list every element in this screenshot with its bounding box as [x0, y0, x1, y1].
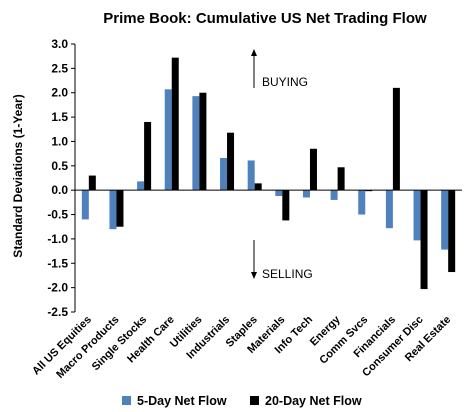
y-tick-label: 1.0: [51, 134, 68, 148]
legend-label-0: 5-Day Net Flow: [137, 394, 227, 408]
y-tick-label: -2.0: [47, 281, 68, 295]
buying-label: BUYING: [262, 75, 308, 89]
bar-5day-2: [137, 181, 145, 191]
y-tick-label: 3.0: [51, 37, 68, 51]
bar-20day-6: [254, 183, 262, 191]
bar-5day-7: [275, 190, 283, 197]
y-tick-label: -1.0: [47, 232, 68, 246]
bar-20day-3: [171, 57, 179, 191]
bar-20day-13: [448, 190, 456, 273]
bars: [81, 57, 456, 290]
bar-5day-11: [385, 190, 393, 229]
bar-20day-0: [88, 175, 96, 191]
bar-20day-5: [227, 132, 235, 191]
legend-swatch-1: [250, 396, 259, 405]
bar-20day-2: [144, 121, 152, 191]
y-tick-label: 0.5: [51, 159, 68, 173]
chart-title: Prime Book: Cumulative US Net Trading Fl…: [103, 10, 427, 27]
y-tick-label: -0.5: [47, 208, 68, 222]
bar-5day-6: [247, 160, 255, 191]
y-tick-label: 2.5: [51, 61, 68, 75]
y-tick-label: -2.5: [47, 305, 68, 319]
selling-label: SELLING: [262, 267, 313, 281]
y-tick-label: 0.0: [51, 183, 68, 197]
bar-5day-3: [164, 89, 172, 191]
bar-5day-13: [441, 190, 449, 250]
bar-5day-0: [81, 190, 89, 220]
bar-5day-9: [330, 190, 338, 200]
y-tick-label: 2.0: [51, 86, 68, 100]
buying-arrowhead: [251, 49, 257, 56]
bar-20day-8: [309, 148, 317, 191]
bar-20day-7: [282, 190, 290, 221]
y-tick-label: -1.5: [47, 256, 68, 270]
bar-5day-5: [220, 158, 228, 191]
y-axis-ticks: 3.0 2.5 2.0 1.5 1.0 0.5 0.0 -0.5 -1.0 -1.5 -2.0 -2.…: [47, 37, 75, 319]
legend-label-1: 20-Day Net Flow: [265, 394, 362, 408]
bar-20day-9: [337, 167, 345, 191]
bar-20day-1: [116, 190, 124, 227]
bar-20day-12: [420, 190, 428, 290]
legend: 5-Day Net Flow 20-Day Net Flow: [122, 394, 362, 408]
bar-20day-11: [392, 87, 400, 191]
bar-5day-1: [109, 190, 117, 230]
legend-swatch-0: [122, 396, 131, 405]
bar-5day-4: [192, 96, 200, 191]
bar-5day-8: [302, 190, 310, 198]
annotations: BUYING SELLING: [251, 49, 313, 281]
y-axis-label: Standard Deviations (1-Year): [11, 94, 25, 257]
bar-5day-12: [413, 190, 421, 241]
bar-5day-10: [358, 190, 366, 215]
selling-arrowhead: [251, 272, 257, 279]
bar-20day-4: [199, 92, 207, 191]
y-tick-label: 1.5: [51, 110, 68, 124]
